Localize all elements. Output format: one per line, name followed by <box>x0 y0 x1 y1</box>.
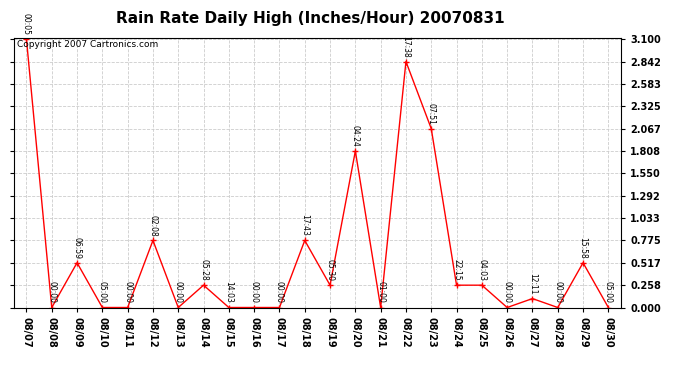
Text: 00:00: 00:00 <box>502 281 512 303</box>
Text: 00:00: 00:00 <box>174 281 183 303</box>
Text: 00:00: 00:00 <box>250 281 259 303</box>
Text: 05:00: 05:00 <box>604 281 613 303</box>
Text: 00:00: 00:00 <box>47 281 57 303</box>
Text: 02:08: 02:08 <box>148 214 157 236</box>
Text: 22:15: 22:15 <box>452 260 461 281</box>
Text: Rain Rate Daily High (Inches/Hour) 20070831: Rain Rate Daily High (Inches/Hour) 20070… <box>116 11 505 26</box>
Text: 00:00: 00:00 <box>553 281 562 303</box>
Text: 05:00: 05:00 <box>98 281 107 303</box>
Text: 05:30: 05:30 <box>326 259 335 281</box>
Text: 06:59: 06:59 <box>72 237 81 259</box>
Text: 00:00: 00:00 <box>275 281 284 303</box>
Text: 00:00: 00:00 <box>123 281 132 303</box>
Text: 00:05: 00:05 <box>22 13 31 35</box>
Text: 04:24: 04:24 <box>351 125 360 147</box>
Text: 15:58: 15:58 <box>578 237 588 259</box>
Text: 04:03: 04:03 <box>477 259 486 281</box>
Text: Copyright 2007 Cartronics.com: Copyright 2007 Cartronics.com <box>17 40 158 49</box>
Text: 17:43: 17:43 <box>300 214 309 236</box>
Text: 17:38: 17:38 <box>402 36 411 57</box>
Text: 07:51: 07:51 <box>426 103 436 125</box>
Text: 14:03: 14:03 <box>224 282 233 303</box>
Text: 01:00: 01:00 <box>376 282 385 303</box>
Text: 05:28: 05:28 <box>199 259 208 281</box>
Text: 12:11: 12:11 <box>528 273 537 294</box>
